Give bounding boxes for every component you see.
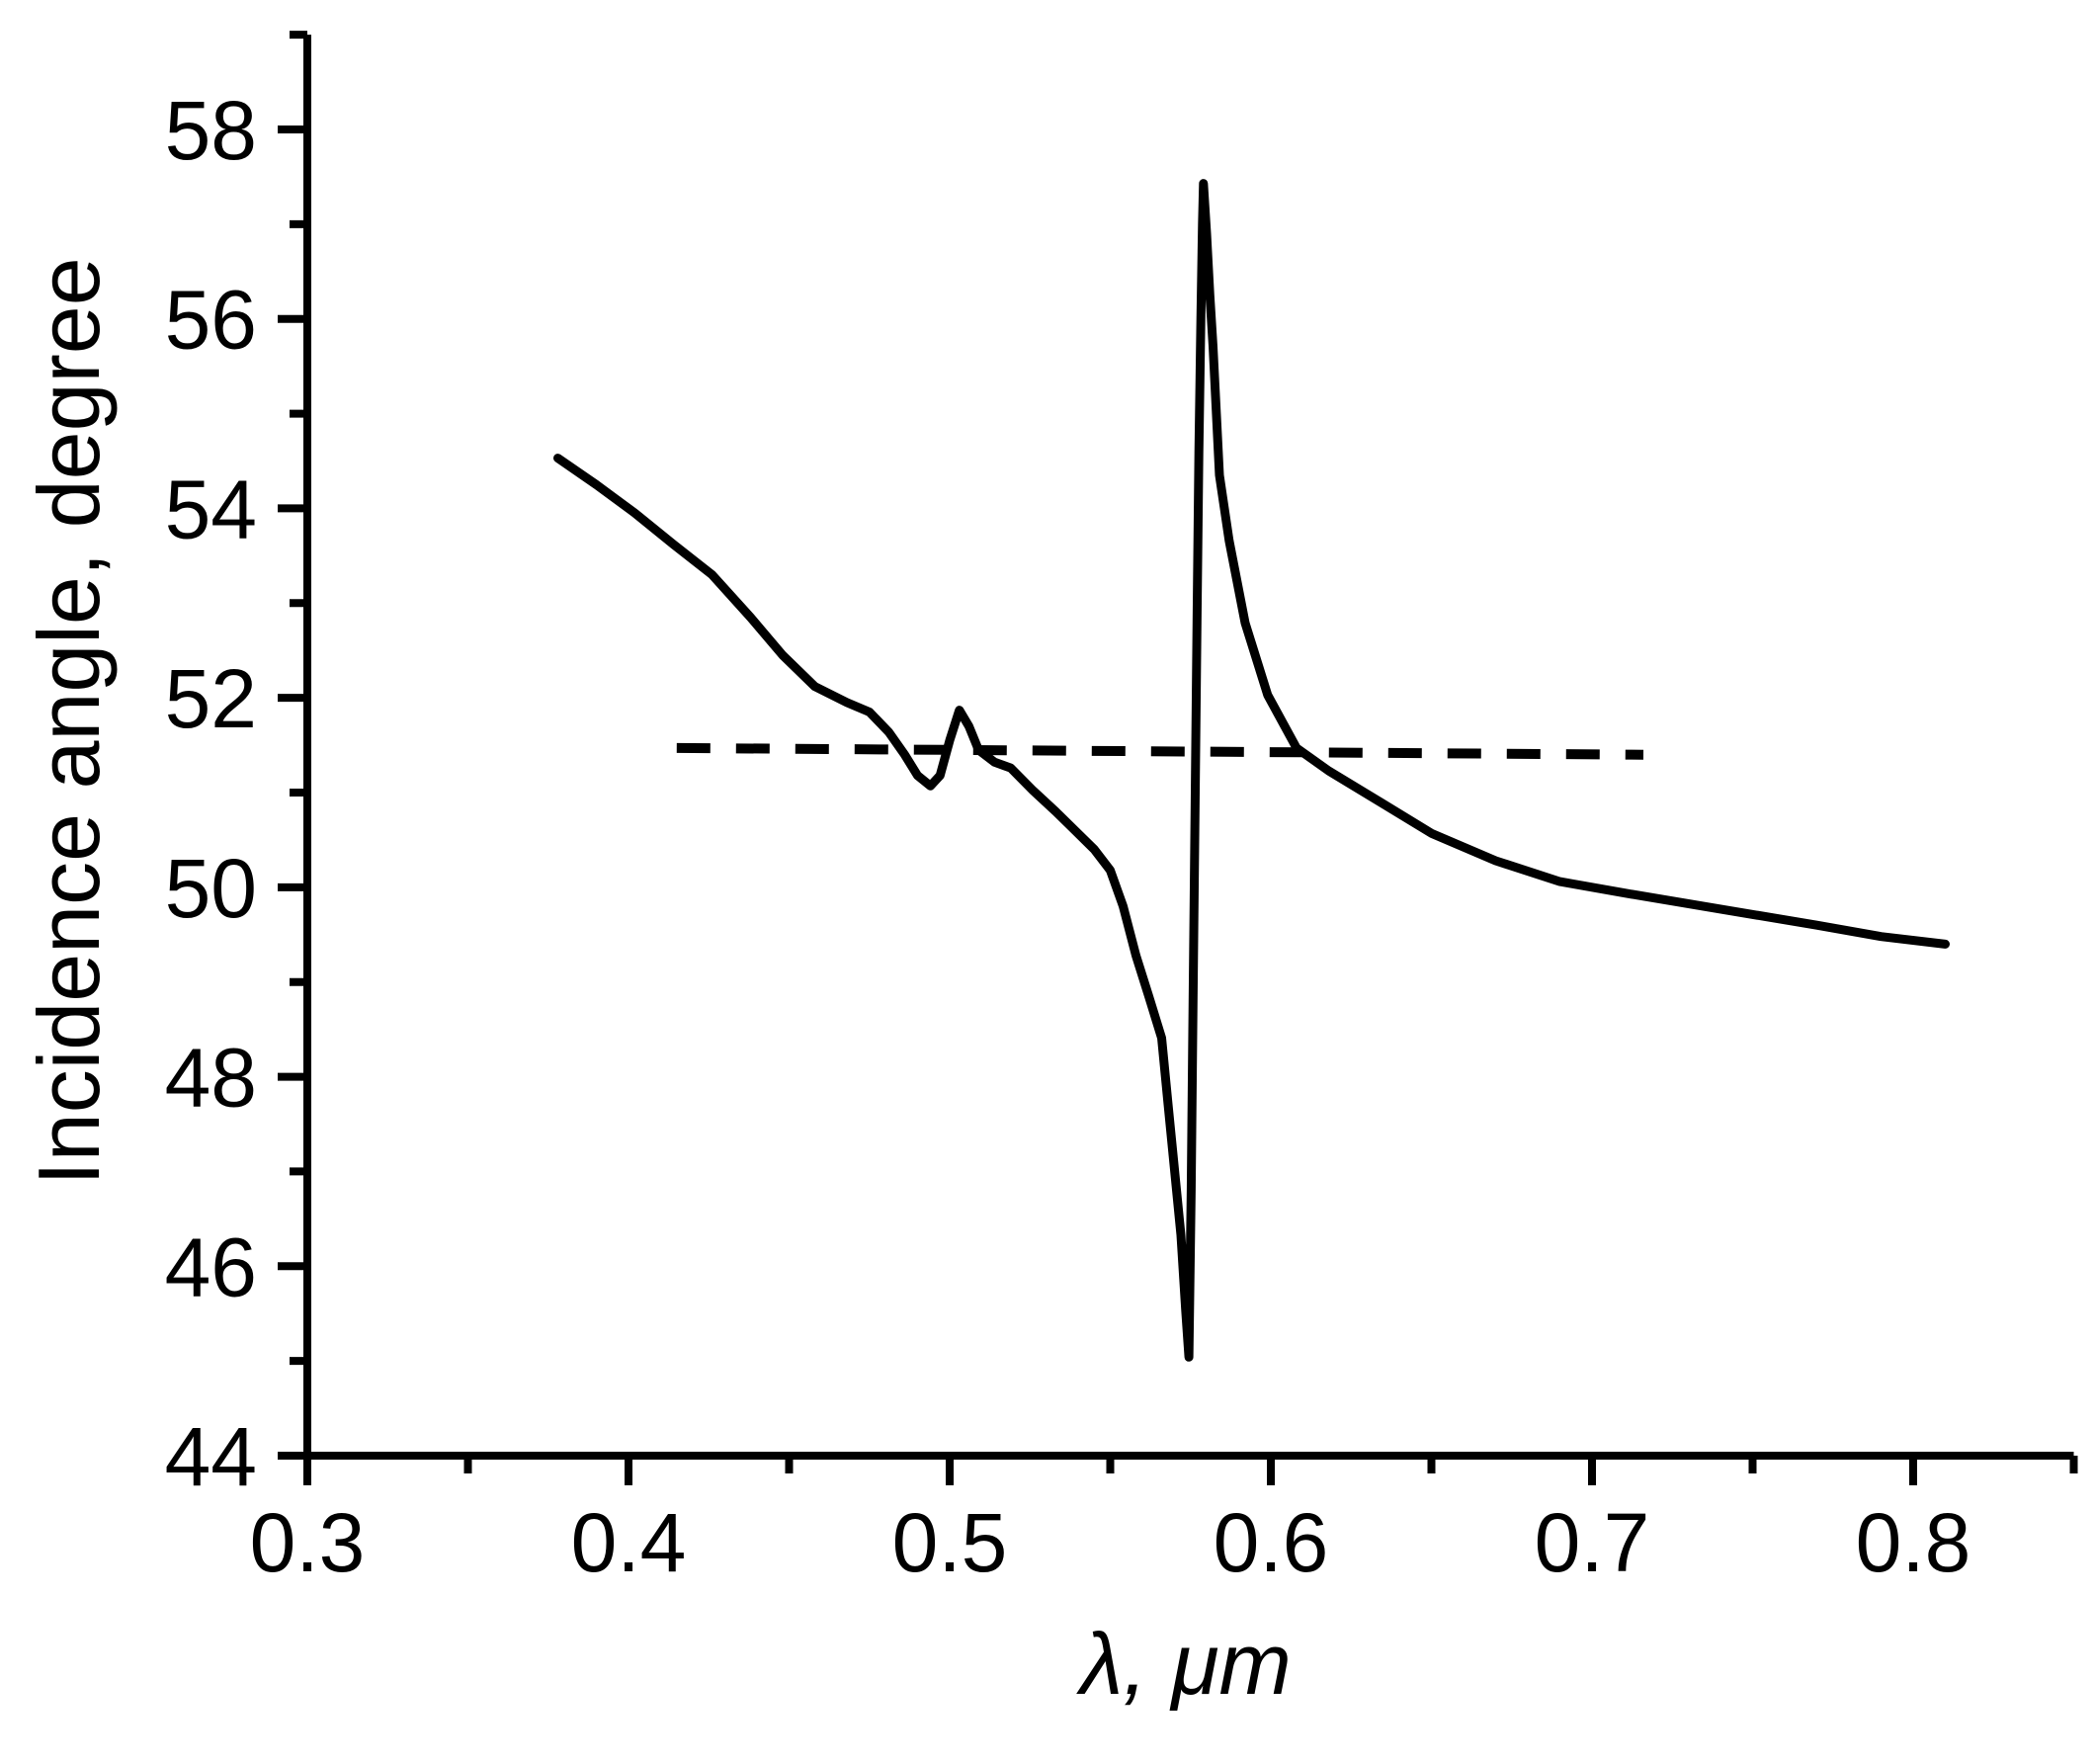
ticks bbox=[278, 31, 2078, 1485]
x-tick-label: 0.5 bbox=[892, 1496, 1008, 1589]
y-tick-label: 58 bbox=[165, 84, 257, 177]
y-tick-label: 44 bbox=[165, 1410, 257, 1503]
x-tick-label: 0.8 bbox=[1856, 1496, 1971, 1589]
data-series bbox=[553, 179, 1950, 1362]
y-tick-label: 48 bbox=[165, 1032, 257, 1125]
x-tick-label: 0.7 bbox=[1535, 1496, 1650, 1589]
x-tick-label: 0.3 bbox=[250, 1496, 366, 1589]
x-tick-label: 0.6 bbox=[1214, 1496, 1329, 1589]
y-tick-label: 52 bbox=[165, 652, 257, 745]
y-tick-label: 54 bbox=[165, 462, 257, 555]
reference-angle-dashed-line bbox=[676, 742, 1644, 760]
x-axis-title: λ, μm bbox=[1076, 1615, 1292, 1713]
y-tick-label: 46 bbox=[165, 1220, 257, 1313]
y-tick-label: 50 bbox=[165, 842, 257, 935]
axes bbox=[303, 35, 2074, 1460]
y-tick-label: 56 bbox=[165, 274, 257, 367]
x-tick-label: 0.4 bbox=[571, 1496, 687, 1589]
incidence-angle-curve bbox=[553, 179, 1950, 1362]
tick-labels: 0.3 0.4 0.5 0.6 0.7 0.8 44 46 48 50 52 54 56 58 bbox=[165, 84, 1971, 1589]
y-axis-title: Incidence angle, degree bbox=[20, 257, 118, 1185]
